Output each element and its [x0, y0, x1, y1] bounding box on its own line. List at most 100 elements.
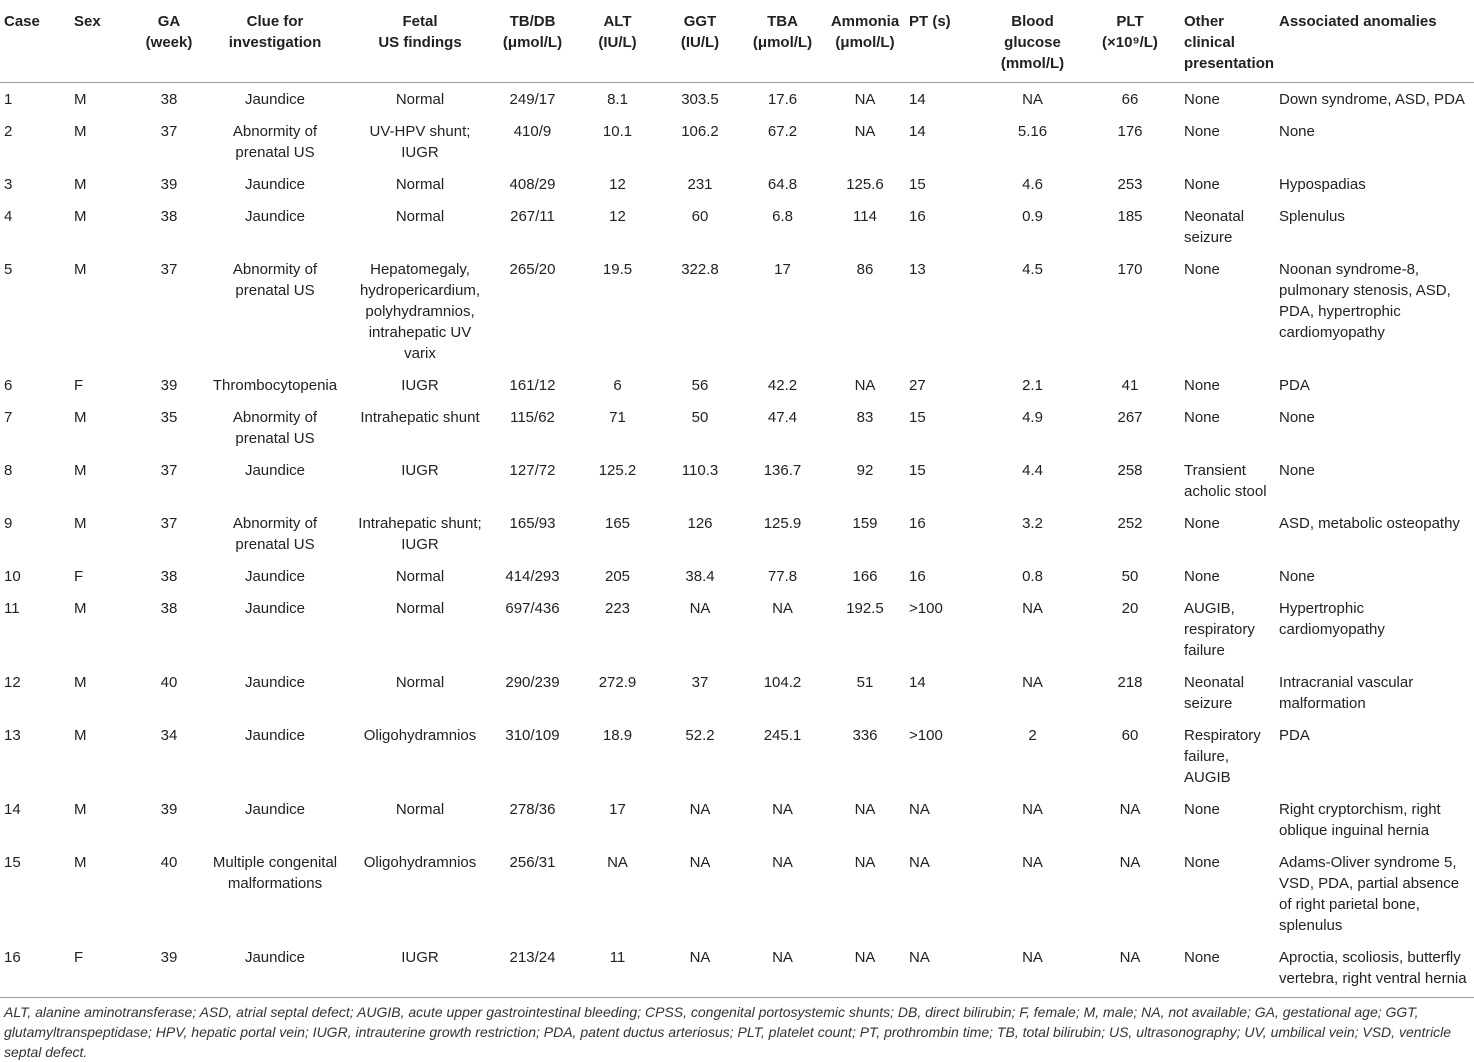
- table-row: 9 M 37 Abnormity of prenatal US Intrahepatic…: [0, 507, 1474, 560]
- table-cell: Normal: [395, 600, 445, 617]
- table-cell: 253: [1117, 176, 1143, 193]
- table-cell: 4: [4, 208, 13, 225]
- table-cell: NA: [772, 801, 793, 818]
- table-body: 1 M 38 Jaundice Normal 249/17 8.1 303.5 17.6 NA 14…: [0, 83, 1474, 998]
- table-cell: 252: [1117, 515, 1143, 532]
- table-cell: 8: [4, 462, 13, 479]
- table-cell: 4.5: [1022, 261, 1043, 278]
- table-cell: 64.8: [767, 176, 798, 193]
- table-cell: 92: [856, 462, 874, 479]
- table-cell: 51: [856, 674, 874, 691]
- table-cell: 37: [160, 462, 178, 479]
- table-cell: 125.9: [763, 515, 802, 532]
- table-row: 2 M 37 Abnormity of prenatal US UV-HPV shunt…: [0, 115, 1474, 168]
- table-row: 10 F 38 Jaundice Normal 414/293 205 38.4 77.8 166…: [0, 560, 1474, 592]
- table-cell: NA: [607, 854, 628, 871]
- table-cell: Aproctia, scoliosis, butterfly vertebra,…: [1275, 941, 1474, 998]
- table-cell: 114: [853, 208, 877, 225]
- table-row: 3 M 39 Jaundice Normal 408/29 12 231 64.8 125.6 15…: [0, 168, 1474, 200]
- table-cell: 249/17: [509, 91, 556, 108]
- table-cell: 176: [1117, 123, 1143, 140]
- table-cell: 77.8: [767, 568, 798, 585]
- table-cell: M: [74, 176, 87, 193]
- table-cell: 322.8: [681, 261, 719, 278]
- table-cell: 39: [138, 941, 200, 998]
- table-cell: 7: [4, 409, 13, 426]
- header-line: GA: [157, 13, 181, 30]
- table-cell: ASD, metabolic osteopathy: [1279, 515, 1460, 532]
- table-cell: 16: [909, 568, 926, 585]
- table-cell: 6: [4, 377, 13, 394]
- table-cell: 303.5: [681, 91, 719, 108]
- table-cell: Jaundice: [244, 208, 306, 225]
- table-cell: M: [74, 727, 87, 744]
- table-cell: 258: [1117, 462, 1143, 479]
- header-line: presentation: [1184, 55, 1275, 72]
- table-cell: None: [1279, 409, 1315, 426]
- table-cell: Intrahepatic shunt; IUGR: [358, 515, 482, 553]
- table-cell: 41: [1121, 377, 1139, 394]
- table-cell: 60: [691, 208, 709, 225]
- header-row: Case Sex GA (week) Clue for investigation Feta…: [0, 0, 1474, 83]
- header-cell: Ammonia (μmol/L): [825, 0, 905, 83]
- table-cell: 39: [160, 377, 178, 394]
- table-cell: 15: [909, 409, 926, 426]
- header-line: clinical: [1184, 34, 1235, 51]
- table-cell: 39: [160, 801, 178, 818]
- header-line: glucose: [1004, 34, 1061, 51]
- table-cell: 16: [0, 941, 70, 998]
- table-cell: 37: [160, 515, 178, 532]
- table-cell: NA: [1022, 854, 1043, 871]
- table-cell: 83: [856, 409, 874, 426]
- table-cell: 38: [160, 91, 178, 108]
- table-cell: Intracranial vascular malformation: [1279, 674, 1414, 712]
- table-cell: NA: [772, 600, 793, 617]
- table-cell: NA: [985, 941, 1080, 998]
- header-cell: GGT (IU/L): [660, 0, 740, 83]
- table-cell: NA: [909, 854, 930, 871]
- table-cell: 66: [1121, 91, 1139, 108]
- table-cell: 38: [160, 568, 178, 585]
- header-cell: PT (s): [905, 0, 985, 83]
- table-cell: NA: [854, 854, 876, 871]
- table-cell: Hepatomegaly, hydropericardium, polyhydr…: [359, 261, 481, 362]
- table-cell: 126: [687, 515, 713, 532]
- table-cell: 5: [4, 261, 13, 278]
- table-cell: 136.7: [763, 462, 802, 479]
- table-cell: None: [1184, 515, 1220, 532]
- header-cell: PLT (×10⁹/L): [1080, 0, 1180, 83]
- table-cell: 60: [1121, 727, 1139, 744]
- table-cell: 12: [609, 176, 626, 193]
- table-cell: 4.6: [1022, 176, 1043, 193]
- table-cell: 16: [909, 208, 926, 225]
- table-cell: Right cryptorchism, right oblique inguin…: [1279, 801, 1441, 839]
- table-cell: 127/72: [509, 462, 556, 479]
- table-cell: 165/93: [509, 515, 556, 532]
- table-cell: UV-HPV shunt; IUGR: [369, 123, 471, 161]
- table-cell: Jaundice: [244, 801, 306, 818]
- table-cell: Oligohydramnios: [363, 854, 477, 871]
- table-cell: 17: [609, 801, 626, 818]
- table-cell: Transient acholic stool: [1184, 462, 1267, 500]
- table-cell: NA: [905, 941, 985, 998]
- table-cell: 40: [160, 854, 178, 871]
- table-cell: None: [1180, 941, 1275, 998]
- table-cell: NA: [1022, 600, 1043, 617]
- table-cell: Abnormity of prenatal US: [232, 409, 318, 447]
- table-cell: PDA: [1279, 377, 1310, 394]
- table-row: 6 F 39 Thrombocytopenia IUGR 161/12 6 56 42.2 NA 2…: [0, 369, 1474, 401]
- table-cell: 11: [4, 600, 20, 617]
- table-cell: NA: [660, 941, 740, 998]
- header-line: (×10⁹/L): [1102, 34, 1158, 51]
- table-cell: 14: [4, 801, 21, 818]
- table-row: 4 M 38 Jaundice Normal 267/11 12 60 6.8 114 16 0.9 1…: [0, 200, 1474, 253]
- table-cell: 50: [1121, 568, 1139, 585]
- table-cell: Hypospadias: [1279, 176, 1366, 193]
- header-line: Ammonia: [830, 13, 900, 30]
- table-row: 8 M 37 Jaundice IUGR 127/72 125.2 110.3 136.7 92 1…: [0, 454, 1474, 507]
- table-cell: Normal: [395, 674, 445, 691]
- table-cell: 161/12: [509, 377, 556, 394]
- table-cell: 115/62: [510, 409, 555, 426]
- table-cell: Jaundice: [244, 600, 306, 617]
- header-line: Case: [4, 13, 40, 30]
